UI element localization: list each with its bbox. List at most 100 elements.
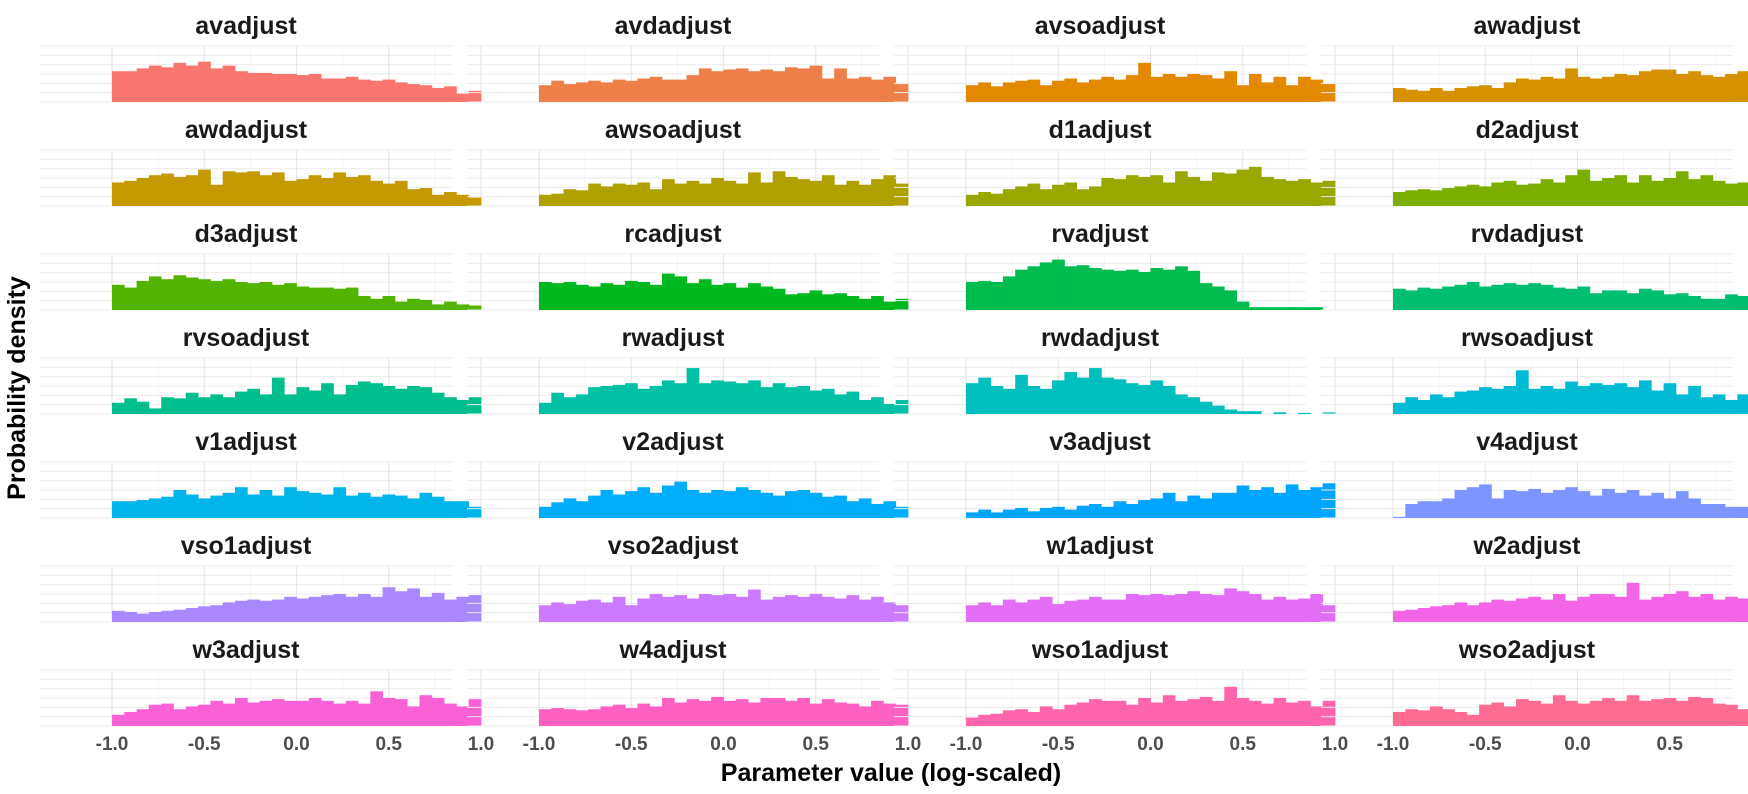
histogram-bar xyxy=(563,282,577,310)
histogram-bar xyxy=(1491,388,1505,414)
histogram-bar xyxy=(1639,700,1652,726)
facet-title: w1adjust xyxy=(1046,532,1155,560)
histogram-bar xyxy=(185,175,199,206)
histogram-bar xyxy=(1466,282,1480,310)
histogram-bar xyxy=(1039,262,1053,310)
histogram-bar xyxy=(966,605,979,622)
histogram-bar xyxy=(1273,179,1287,206)
histogram-bar xyxy=(1688,179,1701,206)
histogram-bar xyxy=(1125,383,1139,414)
histogram-bar xyxy=(1528,283,1541,310)
histogram-bar xyxy=(1298,700,1311,726)
histogram-bar xyxy=(1393,610,1406,622)
histogram-bar xyxy=(1552,78,1566,102)
histogram-bar xyxy=(625,491,638,518)
histogram-bar xyxy=(711,284,724,310)
histogram-bar xyxy=(723,381,737,414)
facet-title: rcadjust xyxy=(624,220,722,248)
histogram-bar xyxy=(1626,387,1640,414)
histogram-bar xyxy=(723,69,737,102)
histogram-bar xyxy=(1516,370,1529,414)
histogram-bar xyxy=(271,699,285,726)
histogram-bar xyxy=(723,283,737,310)
histogram-bar xyxy=(1712,504,1726,518)
histogram-bar xyxy=(846,391,860,414)
histogram-bar xyxy=(674,276,687,310)
histogram-bar xyxy=(198,61,211,102)
histogram-bar xyxy=(871,700,884,726)
histogram-bar xyxy=(222,492,236,518)
histogram-bar xyxy=(846,595,860,622)
histogram-bar xyxy=(1199,696,1213,726)
histogram-bar xyxy=(1700,594,1714,622)
facet-rvadjust: rvadjust xyxy=(894,220,1336,311)
histogram-bar xyxy=(551,80,564,102)
histogram-bar xyxy=(1150,175,1164,206)
histogram-bar xyxy=(296,491,310,518)
histogram-bar xyxy=(1285,85,1299,102)
histogram-bar xyxy=(551,502,564,518)
histogram-bar xyxy=(333,703,347,726)
histogram-bar xyxy=(468,397,482,414)
histogram-bar xyxy=(1442,498,1455,518)
histogram-bar xyxy=(321,178,334,206)
facet-title: v4adjust xyxy=(1476,428,1578,456)
histogram-bar xyxy=(1552,182,1566,206)
histogram-bar xyxy=(1675,700,1689,726)
histogram-bar xyxy=(871,296,884,310)
histogram-bar xyxy=(112,402,125,414)
histogram-bar xyxy=(1261,307,1274,310)
histogram-bar xyxy=(173,176,187,206)
histogram-bar xyxy=(1224,686,1237,726)
histogram-bar xyxy=(1405,89,1418,102)
histogram-bar xyxy=(161,279,174,310)
histogram-bar xyxy=(1589,78,1603,102)
histogram-bar xyxy=(625,80,638,102)
histogram-bar xyxy=(1700,298,1714,310)
histogram-bar xyxy=(662,179,675,206)
histogram-bar xyxy=(308,390,322,414)
histogram-bar xyxy=(321,700,334,726)
histogram-bar xyxy=(1725,183,1738,206)
histogram-bar xyxy=(210,280,224,310)
histogram-bar xyxy=(662,485,675,518)
histogram-bar xyxy=(990,386,1004,414)
histogram-bar xyxy=(1248,594,1262,622)
histogram-bar xyxy=(1212,172,1225,206)
histogram-bar xyxy=(136,178,150,206)
histogram-bar xyxy=(1528,79,1541,102)
histogram-bar xyxy=(1187,176,1201,206)
histogram-bar xyxy=(148,408,162,414)
x-tick-label: 0.0 xyxy=(710,734,736,755)
histogram-bar xyxy=(1626,695,1640,726)
histogram-bar xyxy=(1212,78,1225,102)
histogram-bar xyxy=(1552,490,1566,518)
histogram-bar xyxy=(1540,599,1554,622)
histogram-bar xyxy=(1651,699,1664,726)
histogram-bar xyxy=(846,180,860,206)
histogram-bar xyxy=(563,498,577,518)
histogram-bar xyxy=(1212,595,1225,622)
histogram-bar xyxy=(1429,190,1443,206)
histogram-bar xyxy=(1187,495,1201,518)
histogram-bar xyxy=(1175,76,1188,102)
histogram-bar xyxy=(686,598,700,622)
histogram-bar xyxy=(1675,491,1689,518)
histogram-bar xyxy=(235,71,248,102)
histogram-bar xyxy=(1528,596,1541,622)
histogram-bar xyxy=(148,65,162,102)
histogram-bar xyxy=(1589,495,1603,518)
histogram-bar xyxy=(711,595,724,622)
facet-wso2adjust: wso2adjust xyxy=(1321,636,1748,727)
histogram-bar xyxy=(431,392,445,414)
histogram-bar xyxy=(883,501,897,518)
histogram-bar xyxy=(698,279,712,310)
histogram-bar xyxy=(271,495,285,518)
histogram-bar xyxy=(1466,390,1480,414)
histogram-bar xyxy=(1725,74,1738,102)
histogram-bar xyxy=(468,699,482,726)
histogram-bar xyxy=(1479,286,1492,310)
histogram-bar xyxy=(259,394,273,414)
histogram-bar xyxy=(370,80,383,102)
